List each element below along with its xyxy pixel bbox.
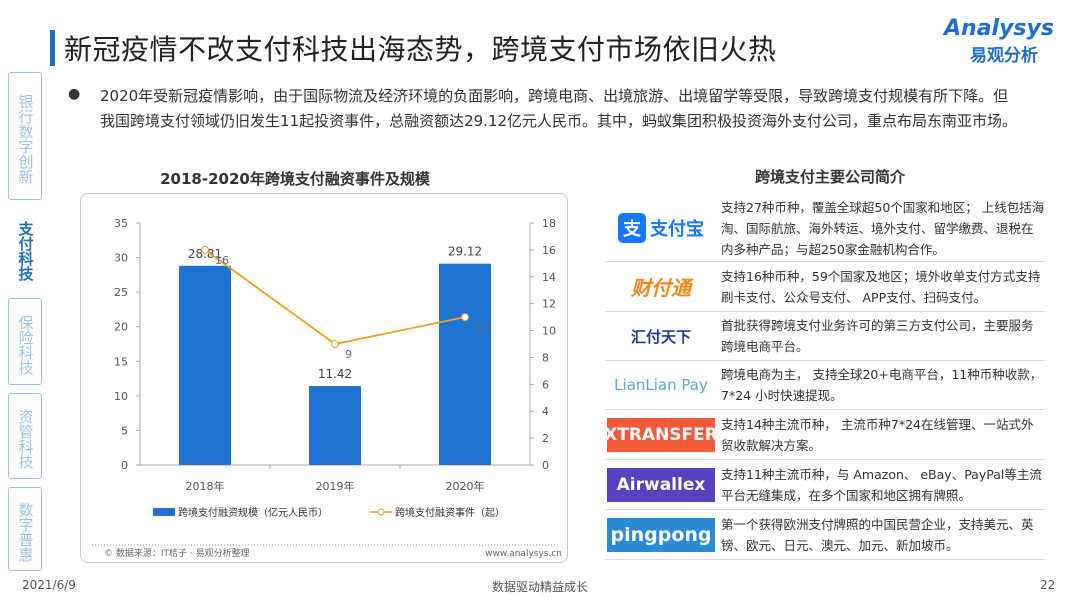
left-tick-label: 25 <box>114 286 128 299</box>
company-row: 汇付天下 首批获得跨境支付业务许可的第三方支付公司，主要服务跨境电商平台。 <box>605 312 1045 361</box>
footer-slogan: 数据驱动精益成长 <box>491 580 588 594</box>
legend-bar-swatch <box>153 508 175 516</box>
bar-2019年 <box>309 386 361 465</box>
page-title: 新冠疫情不改支付科技出海态势，跨境支付市场依旧火热 <box>64 33 777 66</box>
analysys-logo: Analysys 易观分析 <box>944 16 1064 72</box>
company-description: 支持11种主流币种，与 Amazon、 eBay、PayPal等主流平台无缝集成… <box>721 466 1042 503</box>
website-text: www.analysys.cn <box>485 549 562 559</box>
company-logo: 支支付宝 <box>605 195 717 261</box>
company-description: 支持27种币种，覆盖全球超50个国家和地区； 上线包括海淘、国际航旅、海外转运、… <box>721 199 1045 257</box>
company-logo-text: Airwallex <box>607 467 715 502</box>
left-tick-label: 10 <box>114 390 128 403</box>
left-tick-label: 35 <box>114 217 128 230</box>
right-tick-label: 16 <box>542 244 556 257</box>
right-tick-label: 4 <box>542 405 549 418</box>
company-logo: Airwallex <box>605 460 717 509</box>
sidebar-tab-insurance[interactable]: 保险科技 <box>8 298 42 385</box>
company-logo: 财付通 <box>605 262 717 311</box>
footer-date: 2021/6/9 <box>22 578 76 592</box>
summary-text: 2020年受新冠疫情影响，由于国际物流及经济环境的负面影响，跨境电商、出境旅游、… <box>100 87 1018 130</box>
legend-line-marker <box>377 508 385 516</box>
company-row: pingpong 第一个获得欧洲支付牌照的中国民营企业，支持美元、英镑、欧元、日… <box>605 510 1045 560</box>
right-tick-label: 8 <box>542 351 549 364</box>
sidebar-tab-payment[interactable]: 支付科技 <box>8 205 42 291</box>
line-point <box>461 313 469 322</box>
line-point <box>331 340 339 348</box>
bar-2018年 <box>179 265 231 465</box>
company-description: 第一个获得欧洲支付牌照的中国民营企业，支持美元、英镑、欧元、日元、澳元、加元、新… <box>721 516 1034 553</box>
legend-bar-label: 跨境支付融资规模（亿元人民币） <box>178 506 328 519</box>
bar-data-label: 29.12 <box>448 245 482 259</box>
x-tick-label: 2020年 <box>446 479 485 493</box>
company-logo-text: 财付通 <box>631 276 691 300</box>
company-row: 支支付宝 支持27种币种，覆盖全球超50个国家和地区； 上线包括海淘、国际航旅、… <box>605 195 1045 262</box>
right-tick-label: 0 <box>542 459 549 472</box>
left-tick-label: 30 <box>114 252 128 265</box>
page-number: 22 <box>1040 578 1056 592</box>
bullet-icon: ● <box>68 86 81 102</box>
logo-text-en: Analysys <box>944 16 1054 41</box>
company-row: Airwallex 支持11种主流币种，与 Amazon、 eBay、PayPa… <box>605 460 1045 510</box>
chart-container <box>80 193 568 563</box>
legend-line-label: 跨境支付融资事件（起） <box>395 506 505 519</box>
sidebar-tab-asset-mgmt[interactable]: 资管科技 <box>8 393 42 479</box>
line-data-label: 9 <box>345 348 352 361</box>
left-tick-label: 0 <box>121 459 128 472</box>
company-logo-text: 支付宝 <box>650 219 704 240</box>
line-data-label: 16 <box>215 254 229 267</box>
company-logo-text: 汇付天下 <box>630 327 691 346</box>
x-tick-label: 2018年 <box>186 479 225 493</box>
logo-text-cn: 易观分析 <box>970 46 1038 66</box>
company-description: 跨境电商为主， 支持全球20+电商平台，11种币种收款，7*24 小时快速提现。 <box>721 367 1043 403</box>
company-description: 首批获得跨境支付业务许可的第三方支付公司，主要服务跨境电商平台。 <box>721 318 1034 354</box>
line-series <box>204 249 466 345</box>
company-description: 支持16种币种，59个国家及地区；境外收单支付方式支持刷卡支付、公众号支付、 A… <box>721 268 1041 305</box>
company-row: LianLian Pay 跨境电商为主， 支持全球20+电商平台，11种币种收款… <box>605 361 1045 410</box>
company-logo: LianLian Pay <box>605 361 717 409</box>
companies-title: 跨境支付主要公司简介 <box>754 168 905 186</box>
company-row: XTRANSFER 支持14种主流币种， 主流币种7*24在线管理、一站式外贸收… <box>604 410 1045 460</box>
company-row: 财付通 支持16种币种，59个国家及地区；境外收单支付方式支持刷卡支付、公众号支… <box>605 262 1045 312</box>
left-tick-label: 5 <box>121 424 128 437</box>
right-tick-label: 14 <box>542 271 556 284</box>
left-tick-label: 20 <box>114 321 128 334</box>
company-logo: pingpong <box>605 510 717 559</box>
chart-title: 2018-2020年跨境支付融资事件及规模 <box>160 170 430 188</box>
right-tick-label: 18 <box>542 217 556 230</box>
right-tick-label: 2 <box>542 432 549 445</box>
title-accent-bar <box>50 30 55 66</box>
right-tick-label: 12 <box>542 298 556 311</box>
source-text: © 数据来源：IT桔子 · 易观分析整理 <box>104 547 250 559</box>
line-data-label: 11 <box>475 321 489 334</box>
sidebar-tab-banking[interactable]: 银行数字创新 <box>8 72 42 200</box>
company-description: 支持14种主流币种， 主流币种7*24在线管理、一站式外贸收款解决方案。 <box>721 416 1034 453</box>
left-tick-label: 15 <box>114 355 128 368</box>
sidebar-tab-inclusive[interactable]: 数字普惠 <box>8 487 42 571</box>
company-logo-text: LianLian Pay <box>614 376 708 394</box>
bar-2020年 <box>439 263 491 465</box>
company-logo: 汇付天下 <box>605 312 717 360</box>
company-logo-text: pingpong <box>607 517 715 552</box>
company-logo-text: XTRANSFER <box>604 417 718 452</box>
x-tick-label: 2019年 <box>316 479 355 493</box>
bar-data-label: 11.42 <box>318 367 352 381</box>
right-tick-label: 6 <box>542 378 549 391</box>
company-logo: XTRANSFER <box>604 410 718 459</box>
line-point <box>201 245 209 254</box>
right-tick-label: 10 <box>542 325 556 338</box>
